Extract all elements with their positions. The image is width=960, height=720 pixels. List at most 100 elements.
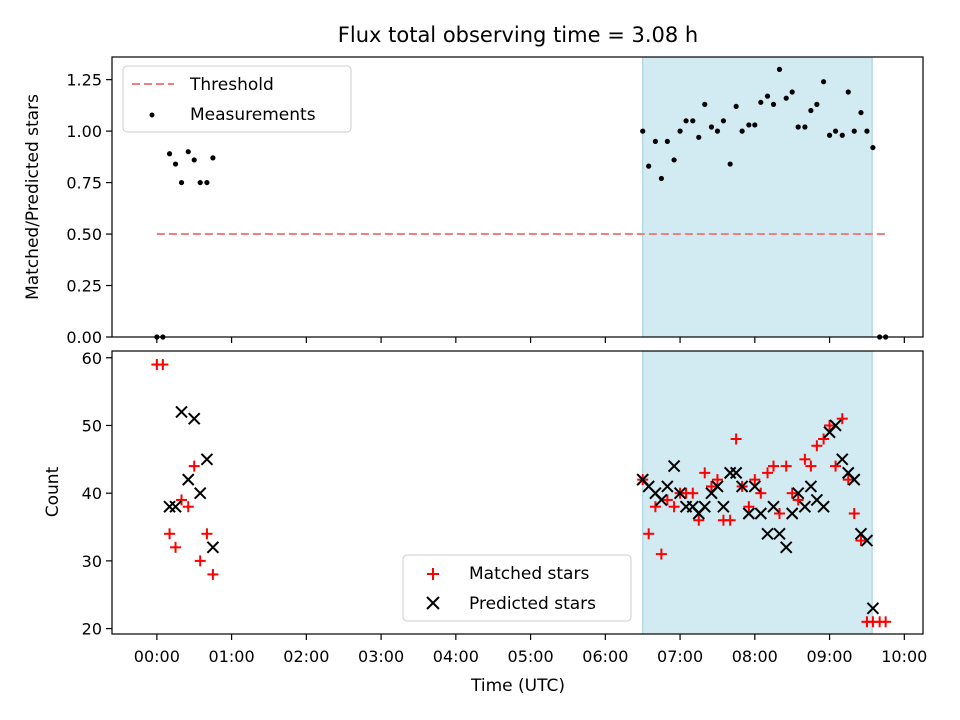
bottom-x-tick-label: 07:00 <box>657 647 703 666</box>
predicted-star-d2 <box>655 493 668 507</box>
matched-star-marker <box>661 494 673 506</box>
matched-star-marker <box>655 548 667 560</box>
predicted-star-marker <box>729 466 743 480</box>
matched-star-marker <box>157 359 169 371</box>
bottom-legend: Matched stars Predicted stars <box>402 554 632 622</box>
predicted-star-d2 <box>748 480 762 493</box>
matched-star-marker <box>768 460 780 472</box>
predicted-star-d2 <box>673 486 687 500</box>
predicted-star-d2 <box>767 500 780 513</box>
matched-star-marker <box>699 467 711 479</box>
matched-star-marker <box>855 535 867 547</box>
measurement-point <box>851 128 857 134</box>
bottom-x-tick-label: 06:00 <box>582 647 628 666</box>
top-y-tick-label: 0.00 <box>66 328 102 347</box>
predicted-star-marker <box>193 486 207 500</box>
top-y-tick-label: 0.50 <box>66 225 102 244</box>
measurement-point <box>702 101 708 107</box>
predicted-star-d2 <box>773 527 786 541</box>
predicted-star-marker <box>773 527 786 541</box>
bottom-y-tick-label: 60 <box>82 349 102 368</box>
matched-star-marker <box>824 419 836 431</box>
predicted-star-marker <box>188 412 201 425</box>
predicted-legend-label: Predicted stars <box>469 594 596 614</box>
predicted-star-marker <box>860 534 874 547</box>
top-x-ticks <box>156 337 905 343</box>
predicted-star-d2 <box>817 500 830 513</box>
matched-star-marker <box>188 460 200 472</box>
bottom-y-tick-label: 30 <box>82 552 102 571</box>
matched-star-marker <box>755 487 767 499</box>
predicted-star-d2 <box>754 507 768 520</box>
bottom-x-tick-label: 03:00 <box>358 647 404 666</box>
predicted-star-marker <box>848 473 861 486</box>
predicted-star-d2 <box>842 466 855 480</box>
predicted-star-marker <box>836 453 849 466</box>
predicted-star-d2 <box>193 486 207 500</box>
predicted-star-d2 <box>836 453 849 466</box>
predicted-star-marker <box>742 507 756 520</box>
predicted-star-d2 <box>711 480 724 493</box>
top-legend: Threshold Measurements <box>122 65 352 133</box>
bottom-axes-frame <box>111 350 924 635</box>
matched-star-marker <box>762 467 774 479</box>
predicted-star-d2 <box>798 500 812 513</box>
matched-star-marker <box>668 501 680 513</box>
measurement-point <box>708 124 715 130</box>
measurement-point <box>802 124 808 130</box>
matched-star-marker <box>176 494 188 506</box>
bottom-x-ticks: 00:00 01:00 02:00 03:00 04:00 05:00 06:00 07:00… <box>134 634 927 666</box>
predicted-star-marker <box>761 527 774 541</box>
predicted-star-marker <box>175 405 188 419</box>
measurement-point <box>683 118 689 124</box>
measurement-point <box>832 128 839 134</box>
predicted-star-d2 <box>829 419 842 432</box>
matched-star-marker <box>182 501 194 513</box>
predicted-star-d2 <box>791 486 805 500</box>
predicted-star-d2 <box>717 500 730 513</box>
measurement-point <box>720 118 727 124</box>
bottom-x-tick-label: 04:00 <box>433 647 479 666</box>
predicted-star-marker <box>711 480 724 493</box>
measurement-point <box>733 103 739 110</box>
measurement-point <box>858 109 864 116</box>
predicted-star-marker <box>655 493 668 507</box>
measurement-point <box>191 157 197 163</box>
measurement-point <box>839 132 845 138</box>
measurement-point <box>727 161 733 167</box>
predicted-star-d2 <box>175 405 188 419</box>
matched-star-marker <box>201 528 213 540</box>
measurement-point <box>870 144 876 151</box>
predicted-star-marker <box>798 500 812 513</box>
top-y-tick-label: 1.00 <box>66 122 102 141</box>
measurement-point <box>764 93 771 99</box>
measurement-point <box>795 124 801 130</box>
measurement-point <box>808 107 814 114</box>
predicted-star-d2 <box>636 473 649 486</box>
measurement-point <box>677 128 683 134</box>
bottom-x-tick-label: 01:00 <box>209 647 255 666</box>
matched-legend-swatch <box>427 568 439 580</box>
matched-star-marker <box>687 487 699 499</box>
predicted-star-d2 <box>667 459 681 473</box>
matched-star-marker <box>811 440 823 452</box>
predicted-star-marker <box>667 459 681 473</box>
bottom-y-tick-label: 20 <box>82 620 102 639</box>
bottom-marks <box>151 359 892 628</box>
matched-star-marker <box>693 514 705 526</box>
matched-star-marker <box>842 474 854 486</box>
chart-title: Flux total observing time = 3.08 h <box>338 23 698 47</box>
measurement-point <box>197 179 203 186</box>
matched-star-marker <box>780 460 792 472</box>
matched-star-marker <box>749 474 761 486</box>
top-marks <box>154 66 889 340</box>
predicted-star-marker <box>717 500 730 513</box>
predicted-star-d2 <box>200 453 214 466</box>
predicted-star-d2 <box>642 480 655 493</box>
predicted-star-d2 <box>742 507 756 520</box>
predicted-star-marker <box>735 480 749 493</box>
matched-legend-label: Matched stars <box>469 564 589 584</box>
bottom-legend-box <box>402 554 632 622</box>
top-y-ticks: 0.00 0.25 0.50 0.75 1.00 1.25 <box>66 71 112 347</box>
